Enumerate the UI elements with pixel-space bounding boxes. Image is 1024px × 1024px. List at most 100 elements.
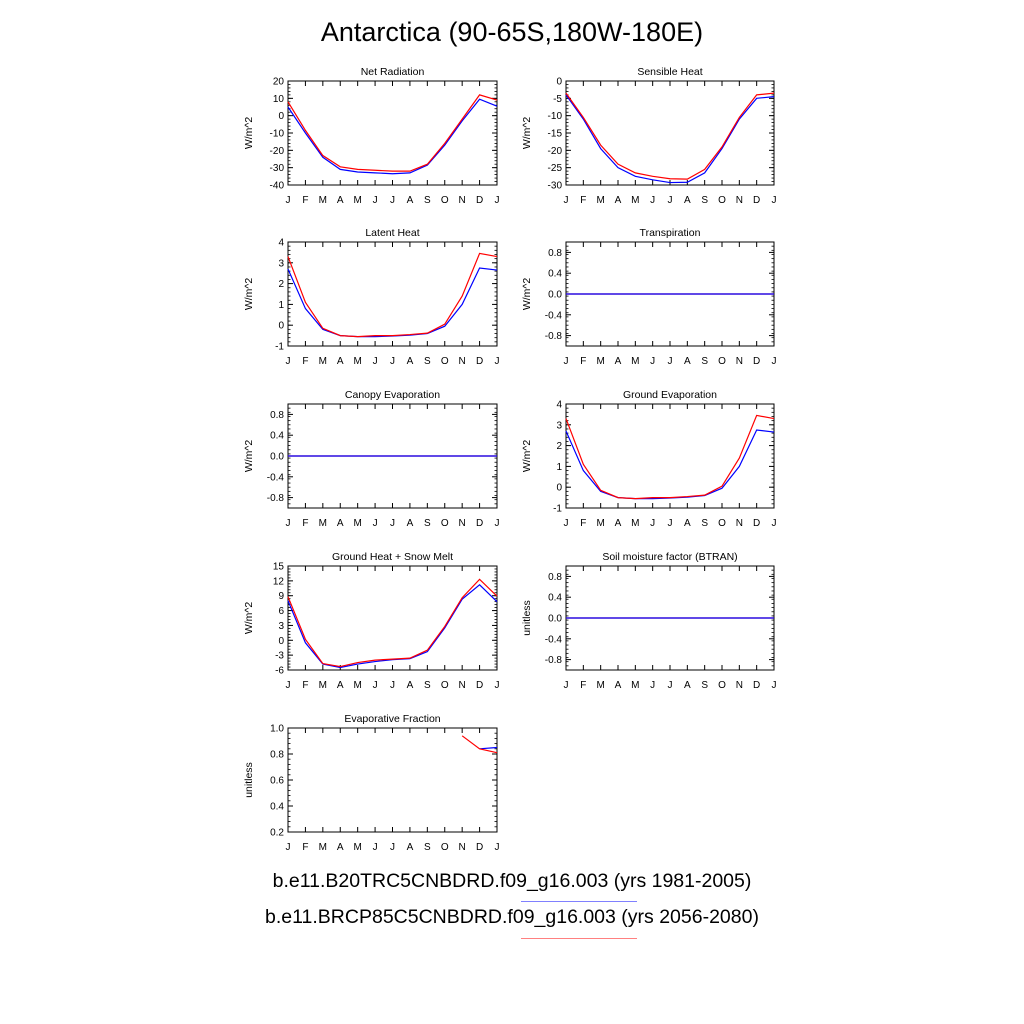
x-tick-label: M	[353, 680, 361, 691]
y-tick-label: 0.8	[270, 410, 284, 421]
x-tick-label: D	[476, 680, 483, 691]
y-tick-label: 10	[273, 94, 285, 105]
panel-title: Ground Evaporation	[623, 389, 717, 401]
x-tick-label: A	[684, 680, 691, 691]
x-tick-label: J	[495, 356, 500, 367]
y-tick-label: -15	[548, 129, 563, 140]
x-tick-label: S	[701, 356, 708, 367]
y-tick-label: 0.8	[548, 572, 562, 583]
y-tick-label: -1	[553, 504, 562, 515]
series-line-2	[287, 578, 498, 668]
x-tick-label: A	[684, 356, 691, 367]
panel-title: Transpiration	[640, 227, 701, 239]
legend-label-2: b.e11.BRCP85C5CNBDRD.f09_g16.003 (yrs 20…	[265, 906, 759, 928]
x-tick-label: A	[615, 680, 622, 691]
x-tick-label: J	[650, 680, 655, 691]
panel-title: Evaporative Fraction	[344, 713, 440, 725]
panel-title: Sensible Heat	[637, 66, 702, 78]
x-tick-label: D	[476, 518, 483, 529]
x-tick-label: D	[476, 842, 483, 853]
x-tick-label: S	[701, 518, 708, 529]
x-tick-label: F	[580, 195, 586, 206]
y-tick-label: 3	[278, 621, 284, 632]
x-tick-label: O	[441, 356, 449, 367]
y-tick-label: 0.2	[270, 828, 284, 839]
x-tick-label: O	[441, 842, 449, 853]
x-tick-label: O	[718, 518, 726, 529]
x-tick-label: J	[772, 356, 777, 367]
y-axis-label: W/m^2	[243, 117, 255, 150]
x-tick-label: J	[390, 356, 395, 367]
x-tick-label: S	[424, 356, 431, 367]
y-axis-label: W/m^2	[521, 278, 533, 311]
plot-frame	[565, 403, 775, 509]
x-tick-label: J	[772, 680, 777, 691]
y-tick-label: -0.8	[267, 493, 285, 504]
x-tick-label: J	[650, 518, 655, 529]
y-tick-label: -0.4	[545, 634, 563, 645]
x-tick-label: F	[580, 356, 586, 367]
x-tick-label: M	[353, 195, 361, 206]
panel-8: Soil moisture factor (BTRAN) unitless -0.8…	[521, 551, 777, 691]
legend-label-1: b.e11.B20TRC5CNBDRD.f09_g16.003 (yrs 198…	[272, 870, 752, 892]
y-tick-label: 0	[278, 321, 284, 332]
y-tick-label: 0.8	[548, 248, 562, 259]
y-tick-label: 0.4	[548, 269, 562, 280]
y-tick-label: 2	[556, 441, 562, 452]
y-tick-label: 6	[278, 606, 284, 617]
x-tick-label: J	[286, 356, 291, 367]
x-tick-label: A	[684, 518, 691, 529]
x-tick-label: A	[615, 356, 622, 367]
y-tick-label: -0.4	[545, 310, 563, 321]
x-tick-label: N	[459, 195, 466, 206]
series-line-2	[565, 92, 775, 180]
x-tick-label: A	[337, 195, 344, 206]
panel-7: Ground Heat + Snow Melt W/m^2 -6 -3 0 3 6 9 12 15…	[243, 551, 500, 691]
plot-frame	[287, 241, 498, 347]
x-tick-label: J	[390, 680, 395, 691]
x-tick-label: M	[319, 680, 327, 691]
x-tick-label: J	[495, 842, 500, 853]
x-tick-label: A	[407, 842, 414, 853]
y-tick-label: -20	[270, 146, 285, 157]
y-axis-label: W/m^2	[243, 278, 255, 311]
x-tick-label: M	[631, 680, 639, 691]
x-tick-label: A	[615, 195, 622, 206]
x-tick-label: A	[407, 195, 414, 206]
x-tick-label: J	[772, 518, 777, 529]
y-tick-label: 0.4	[270, 802, 284, 813]
x-tick-label: J	[286, 518, 291, 529]
x-tick-label: J	[390, 195, 395, 206]
y-tick-label: 0.0	[270, 452, 284, 463]
y-tick-label: 9	[278, 591, 284, 602]
y-tick-label: -30	[548, 181, 563, 192]
x-tick-label: A	[337, 680, 344, 691]
series-line-1	[287, 584, 498, 669]
panel-title: Net Radiation	[361, 66, 425, 78]
x-tick-label: O	[718, 195, 726, 206]
y-axis-label: W/m^2	[521, 440, 533, 473]
x-tick-label: J	[286, 195, 291, 206]
x-tick-label: M	[353, 842, 361, 853]
x-tick-label: D	[753, 518, 760, 529]
x-tick-label: J	[495, 518, 500, 529]
y-tick-label: 0.4	[548, 593, 562, 604]
x-tick-label: A	[337, 842, 344, 853]
panel-title: Soil moisture factor (BTRAN)	[602, 551, 737, 563]
y-tick-label: -10	[548, 111, 563, 122]
x-tick-label: J	[495, 195, 500, 206]
panel-title: Canopy Evaporation	[345, 389, 440, 401]
series-line-2	[287, 94, 498, 172]
x-tick-label: M	[596, 195, 604, 206]
series-line-1	[287, 267, 498, 338]
panel-5: Canopy Evaporation W/m^2 -0.8 -0.4 0.0 0.4 0.8…	[243, 389, 500, 529]
x-tick-label: J	[772, 195, 777, 206]
x-tick-label: J	[564, 680, 569, 691]
x-tick-label: S	[424, 195, 431, 206]
x-tick-label: J	[373, 356, 378, 367]
y-tick-label: -20	[548, 146, 563, 157]
